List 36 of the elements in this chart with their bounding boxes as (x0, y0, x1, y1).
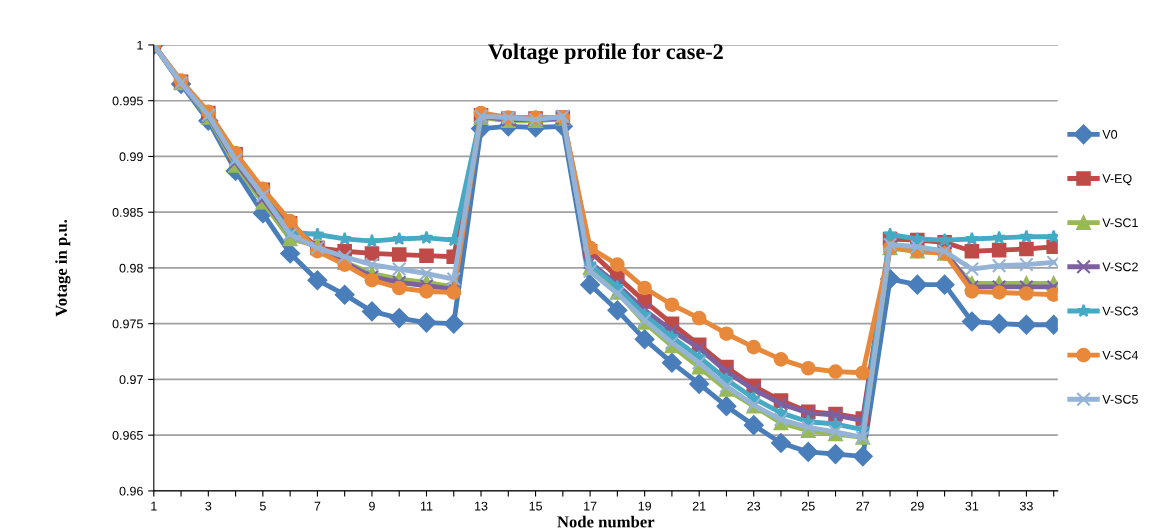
legend-label: V-SC1 (1102, 218, 1138, 228)
x-tick-label: 9 (369, 501, 375, 511)
x-tick-label: 1 (151, 501, 157, 511)
x-tick-label: 33 (1019, 501, 1033, 511)
y-tick-label: 0.98 (119, 263, 143, 273)
x-tick-label: 23 (747, 501, 761, 511)
x-axis-title: Node number (557, 515, 655, 528)
y-tick-label: 0.985 (112, 208, 143, 217)
x-tick-label: 17 (584, 501, 597, 511)
legend-label: V-EQ (1102, 174, 1132, 186)
x-tick-label: 15 (529, 501, 542, 511)
chart-title: Voltage profile for case-2 (488, 43, 723, 64)
y-tick-label: 0.975 (112, 319, 143, 329)
y-axis-title: Votage in p.u. (55, 219, 71, 317)
legend-label: V-SC2 (1102, 262, 1138, 272)
x-tick-label: 19 (638, 501, 651, 511)
legend-label: V-SC4 (1102, 350, 1139, 360)
x-tick-label: 29 (911, 501, 924, 511)
x-tick-label: 5 (259, 501, 266, 511)
x-tick-label: 13 (475, 501, 488, 511)
legend-label: V-SC5 (1102, 394, 1138, 404)
y-tick-label: 0.99 (119, 152, 143, 162)
y-tick-label: 0.965 (112, 430, 143, 440)
y-tick-label: 1 (137, 40, 143, 50)
x-tick-label: 7 (314, 501, 321, 511)
y-tick-label: 0.995 (112, 96, 143, 106)
x-tick-label: 21 (692, 501, 706, 511)
x-tick-label: 11 (420, 501, 433, 511)
x-tick-label: 25 (801, 501, 815, 511)
y-tick-label: 0.97 (119, 375, 143, 385)
x-tick-label: 27 (856, 501, 870, 511)
legend-label: V0 (1102, 129, 1118, 139)
x-tick-label: 3 (205, 501, 212, 511)
y-tick-label: 0.96 (119, 486, 143, 496)
x-tick-label: 31 (965, 501, 979, 511)
legend-label: V-SC3 (1102, 306, 1138, 316)
